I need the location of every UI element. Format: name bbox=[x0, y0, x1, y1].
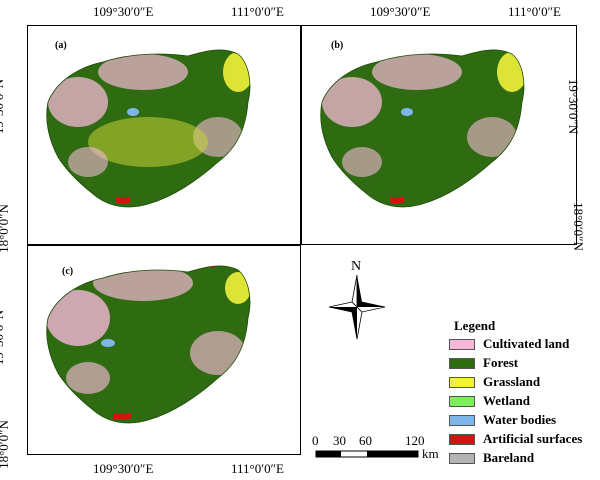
legend-swatch-water-bodies bbox=[449, 414, 475, 426]
legend-label-artificial-surfaces: Artificial surfaces bbox=[483, 431, 583, 446]
scale-tick-60: 60 bbox=[359, 433, 372, 448]
legend-swatch-grassland bbox=[449, 376, 475, 388]
lat-label-left-c-top: 19°30′0″N bbox=[0, 309, 7, 366]
scale-tick-30: 30 bbox=[333, 433, 346, 448]
north-label: N bbox=[351, 259, 362, 274]
panel-label-a: (a) bbox=[55, 40, 67, 51]
legend-item-forest: Forest bbox=[449, 355, 518, 371]
legend-item-grassland: Grassland bbox=[449, 374, 540, 390]
map-panel-c bbox=[27, 245, 301, 455]
legend-swatch-cultivated-land bbox=[449, 338, 475, 350]
legend-item-wetland: Wetland bbox=[449, 393, 530, 409]
map-c bbox=[46, 265, 251, 424]
lat-label-left-c-bottom: 18°0′0″N bbox=[0, 420, 11, 469]
legend-label-bareland: Bareland bbox=[483, 450, 535, 465]
lat-label-left-top: 19°30′0″N bbox=[0, 78, 7, 135]
lon-label-top-a-right: 111°0′0″E bbox=[231, 4, 284, 19]
legend-swatch-bareland bbox=[449, 452, 475, 464]
panel-label-c: (c) bbox=[62, 266, 74, 277]
lon-label-bottom-right: 111°0′0″E bbox=[231, 461, 284, 476]
map-panel-a bbox=[27, 25, 301, 245]
legend-label-forest: Forest bbox=[483, 355, 519, 370]
lat-label-left-mid: 18°0′0″N bbox=[0, 204, 11, 253]
legend-item-artificial-surfaces: Artificial surfaces bbox=[449, 431, 582, 447]
legend-label-cultivated-land: Cultivated land bbox=[483, 336, 570, 351]
legend-label-water-bodies: Water bodies bbox=[483, 412, 557, 427]
lat-label-right-bottom: 18°0′0″N bbox=[570, 202, 586, 251]
map-a bbox=[46, 49, 251, 208]
scale-bar bbox=[315, 450, 419, 458]
legend-item-water-bodies: Water bodies bbox=[449, 412, 556, 428]
north-arrow-icon bbox=[328, 274, 386, 340]
legend-item-bareland: Bareland bbox=[449, 450, 534, 466]
lat-label-right-top: 19°30′0″N bbox=[566, 78, 582, 135]
scale-tick-120: 120 bbox=[405, 433, 425, 448]
lon-label-top-b-left: 109°30′0″E bbox=[370, 4, 431, 19]
legend-swatch-artificial-surfaces bbox=[449, 433, 475, 445]
panel-label-b: (b) bbox=[331, 40, 344, 51]
lon-label-top-b-right: 111°0′0″E bbox=[508, 4, 561, 19]
legend-swatch-wetland bbox=[449, 395, 475, 407]
map-panel-b bbox=[301, 25, 577, 245]
legend-swatch-forest bbox=[449, 357, 475, 369]
scale-tick-0: 0 bbox=[312, 433, 319, 448]
lon-label-top-a-left: 109°30′0″E bbox=[93, 4, 154, 19]
legend-label-grassland: Grassland bbox=[483, 374, 541, 389]
map-b bbox=[320, 49, 525, 208]
lon-label-bottom-left: 109°30′0″E bbox=[93, 461, 154, 476]
scale-unit: km bbox=[422, 446, 439, 461]
legend-label-wetland: Wetland bbox=[483, 393, 530, 408]
legend-title: Legend bbox=[454, 318, 496, 333]
legend-item-cultivated-land: Cultivated land bbox=[449, 336, 569, 352]
